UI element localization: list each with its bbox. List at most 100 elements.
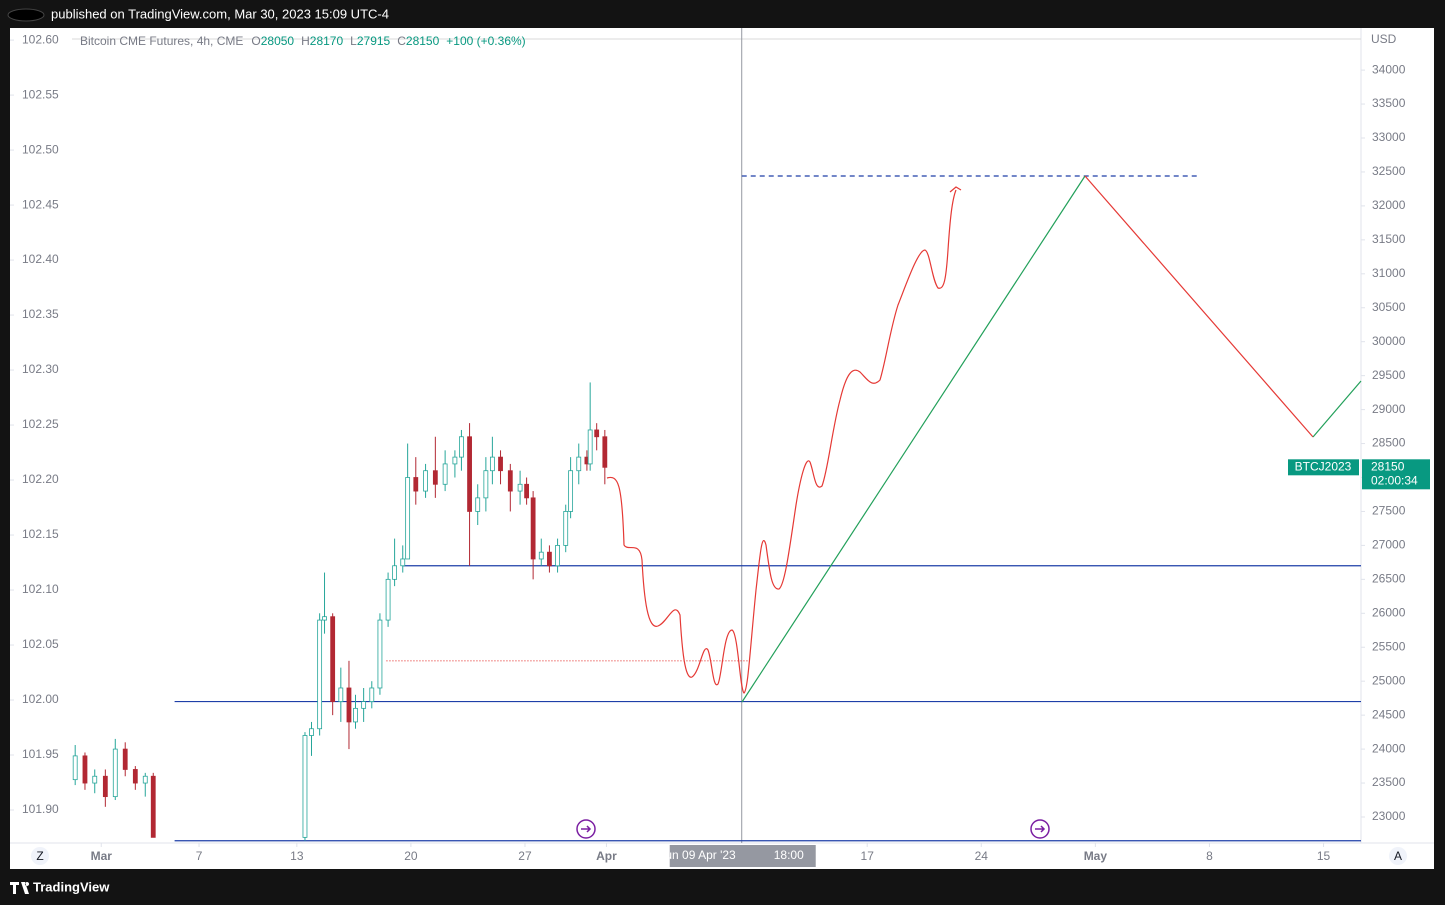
projection-rebound [1312,380,1362,438]
y-tick-label: 31000 [1372,266,1406,280]
y2-tick-label: 102.35 [22,307,59,321]
event-marker[interactable] [1030,819,1050,839]
candle-body [377,619,383,689]
y-tick-label: 28500 [1372,436,1406,450]
candle-body [361,701,367,709]
candle-body [423,470,428,492]
candle-body [475,497,481,512]
candle-body [142,775,148,784]
y2-tick-label: 102.30 [22,362,59,376]
y2-tick-label: 102.45 [22,197,59,211]
candle-body [602,436,608,468]
x-tick-label: Apr [596,849,617,863]
ohlc-key: O [251,34,260,48]
y-tick-label: 32000 [1372,198,1406,212]
candle-body [385,578,391,621]
ohlc-value: 27915 [357,34,391,48]
candle-body [132,769,138,784]
candle-body [452,456,458,465]
button-label: Z [36,849,43,863]
auto-button[interactable]: A [1389,847,1407,865]
y-tick-label: 25000 [1372,673,1406,687]
x-tick-label: May [1084,849,1108,863]
y-tick-label: 31500 [1372,232,1406,246]
tv-logo [10,882,30,894]
crosshair-date: Sun 09 Apr '23 [657,848,736,862]
x-tick-label: 27 [518,849,532,863]
candle-body [369,687,375,702]
projection-up [741,175,1086,703]
candle-body [392,565,398,580]
y2-tick-label: 101.90 [22,802,59,816]
y-tick-label: 27000 [1372,538,1406,552]
candle-body [330,616,336,702]
axes: 34000 33500 33000 32500 32000 31500 31000 30500… [10,32,1430,867]
chart-panel [10,28,1434,869]
y-tick-label: 26500 [1372,572,1406,586]
x-tick-label: 17 [861,849,875,863]
ohlc-value: 28170 [310,34,344,48]
y2-tick-label: 102.00 [22,692,59,706]
x-tick-label: 15 [1317,849,1331,863]
candle-body [442,463,448,485]
y2-tick-label: 102.55 [22,87,59,101]
drawings [576,175,1362,839]
candle-body [405,477,411,560]
y-tick-label: 29000 [1372,402,1406,416]
button-label: A [1394,849,1402,863]
candle-body [587,429,593,465]
candle-body [547,551,552,567]
zoom-button[interactable]: Z [31,847,49,865]
candle-body [72,755,78,781]
brush-arrow [949,186,962,193]
countdown: 02:00:34 [1371,473,1418,487]
y2-tick-label: 102.40 [22,252,59,266]
price-tag [1362,459,1430,490]
brush-drawing [606,189,957,694]
candle-body [400,558,406,567]
y-tick-label: 25500 [1372,639,1406,653]
candle-body [563,511,569,546]
x-tick-label: 13 [290,849,304,863]
y2-tick-label: 101.95 [22,747,59,761]
candle-body [353,707,358,723]
candle-body [150,775,156,838]
candle-body [82,755,88,784]
candle-body [517,483,523,492]
symbol-tag [1288,459,1359,476]
y2-tick-label: 102.50 [22,142,59,156]
crosshair-label-bg [669,845,816,867]
plot [72,28,1361,843]
candle-body [459,436,464,458]
candle-body [122,748,128,770]
candle-body [568,470,574,512]
candle-body [413,477,419,492]
footer: TradingView [33,879,110,894]
price-tag-label: 28150 [1371,459,1405,473]
event-marker[interactable] [576,819,596,839]
candle-body [538,551,544,560]
y-tick-label: 24500 [1372,707,1406,721]
candle-body [92,775,98,784]
ohlc-value: 28150 [406,34,440,48]
candle-body [507,470,513,492]
candle-body [498,456,503,472]
ohlc-key: H [301,34,310,48]
y-tick-label: 24000 [1372,741,1406,755]
legend: Bitcoin CME Futures, 4h, CME O28050 H28170… [80,34,526,48]
y2-tick-label: 102.25 [22,417,59,431]
candle-body [489,456,495,472]
candle-body [112,748,118,798]
currency: USD [1371,32,1397,46]
ohlc-value: 28050 [261,34,295,48]
candle-body [483,470,489,499]
symbol: Bitcoin CME Futures, 4h, CME [80,34,243,48]
y-tick-label: 23500 [1372,775,1406,789]
candle-body [594,429,600,438]
y-tick-label: 27500 [1372,504,1406,518]
y2-tick-label: 102.20 [22,472,59,486]
y-tick-label: 26000 [1372,605,1406,619]
header: published on TradingView.com, Mar 30, 20… [51,6,389,21]
candle-body [322,616,327,621]
